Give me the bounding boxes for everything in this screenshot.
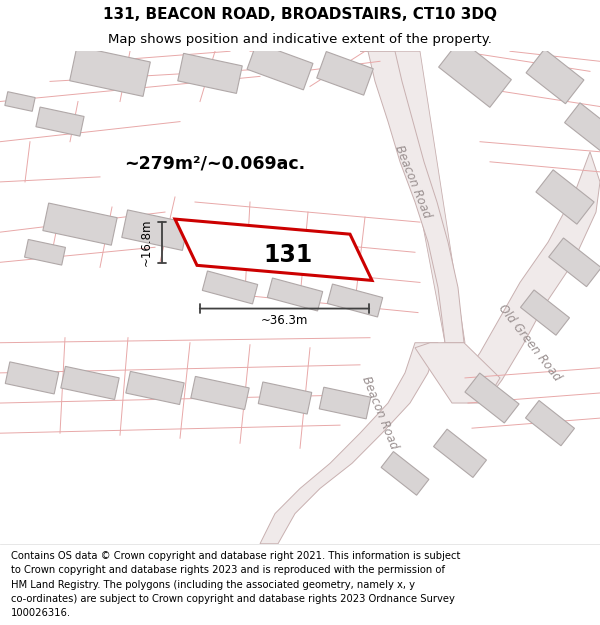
Polygon shape [5,362,59,394]
Polygon shape [258,382,312,414]
Polygon shape [415,342,500,403]
Text: 100026316.: 100026316. [11,608,71,618]
Polygon shape [36,107,84,136]
Polygon shape [191,376,249,409]
Polygon shape [360,51,465,348]
Text: ~279m²/~0.069ac.: ~279m²/~0.069ac. [124,155,305,173]
Polygon shape [260,342,438,544]
Polygon shape [565,102,600,151]
Polygon shape [25,239,65,265]
Polygon shape [126,371,184,404]
Polygon shape [267,278,323,311]
Polygon shape [526,49,584,104]
Text: ~16.8m: ~16.8m [139,219,152,266]
Polygon shape [43,203,117,245]
Polygon shape [434,429,487,478]
Text: co-ordinates) are subject to Crown copyright and database rights 2023 Ordnance S: co-ordinates) are subject to Crown copyr… [11,594,455,604]
Polygon shape [175,219,372,281]
Polygon shape [526,401,575,446]
Polygon shape [536,170,594,224]
Polygon shape [327,284,383,317]
Polygon shape [247,42,313,90]
Text: 131, BEACON ROAD, BROADSTAIRS, CT10 3DQ: 131, BEACON ROAD, BROADSTAIRS, CT10 3DQ [103,7,497,22]
Polygon shape [61,366,119,399]
Polygon shape [439,39,511,107]
Polygon shape [368,51,464,342]
Polygon shape [381,451,429,495]
Text: Beacon Road: Beacon Road [392,144,434,221]
Text: Contains OS data © Crown copyright and database right 2021. This information is : Contains OS data © Crown copyright and d… [11,551,460,561]
Polygon shape [319,388,371,419]
Polygon shape [548,238,600,287]
Text: to Crown copyright and database rights 2023 and is reproduced with the permissio: to Crown copyright and database rights 2… [11,565,445,575]
Polygon shape [70,46,151,96]
Text: Map shows position and indicative extent of the property.: Map shows position and indicative extent… [108,34,492,46]
Polygon shape [122,210,188,251]
Polygon shape [202,271,258,304]
Polygon shape [462,152,600,403]
Polygon shape [465,373,519,423]
Text: Beacon Road: Beacon Road [359,374,401,451]
Text: 131: 131 [264,242,313,267]
Polygon shape [520,290,569,335]
Polygon shape [317,51,373,95]
Text: Old Green Road: Old Green Road [496,302,564,384]
Polygon shape [5,92,35,111]
Polygon shape [178,53,242,93]
Text: HM Land Registry. The polygons (including the associated geometry, namely x, y: HM Land Registry. The polygons (includin… [11,579,415,589]
Text: ~36.3m: ~36.3m [261,314,308,327]
